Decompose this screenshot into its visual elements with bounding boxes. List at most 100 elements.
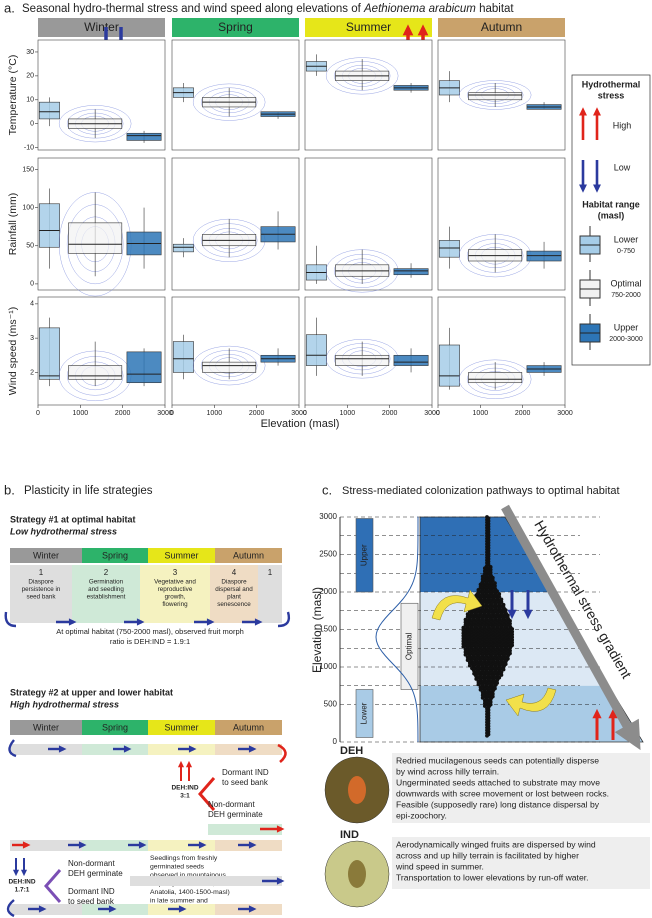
season-strip <box>172 18 299 37</box>
arrow-shaft <box>501 504 640 745</box>
arrow-head <box>58 745 67 753</box>
timeline-bar <box>148 840 215 851</box>
density-contour <box>192 83 266 121</box>
arrow-head <box>523 609 533 620</box>
dormant-label: to seed bank <box>222 778 269 787</box>
y-tick-label: 2000 <box>319 587 337 596</box>
nondormant-label: DEH germinate <box>68 869 123 878</box>
arrow-head <box>608 708 618 719</box>
nondormant-label: DEH germinate <box>208 810 263 819</box>
density-contour <box>325 57 399 95</box>
y-tick-label: 0 <box>30 281 34 288</box>
panel-label: b. <box>4 482 15 497</box>
box <box>468 372 523 384</box>
arrow-head <box>248 905 257 913</box>
stage-text: Germination <box>89 579 124 586</box>
nondormant-label: Non-dormant <box>68 859 115 868</box>
y-tick-label: 0 <box>30 121 34 128</box>
y-tick-label: 0 <box>333 737 338 746</box>
y-axis-label: Temperature (°C) <box>7 55 19 136</box>
seed-dot <box>474 677 479 681</box>
y-tick-label: 10 <box>26 97 34 104</box>
y-tick-label: 4 <box>30 301 34 308</box>
x-tick-label: 2000 <box>515 410 531 417</box>
colonization-arrow <box>505 687 557 717</box>
panel-title: Plasticity in life strategies <box>24 485 153 497</box>
seed-dot <box>467 663 472 668</box>
season-name: Autumn <box>233 550 264 560</box>
y-tick-label: 1500 <box>319 625 337 634</box>
season-name: Winter <box>33 550 59 560</box>
stage-text: senescence <box>217 601 251 608</box>
y-tick-label: 50 <box>26 243 34 250</box>
zone-box <box>355 518 374 593</box>
legend-range: 750-2000 <box>611 292 641 299</box>
x-tick-label: 2000 <box>249 410 265 417</box>
density-contour <box>458 80 532 110</box>
ratio-label: 3:1 <box>180 793 190 800</box>
branch <box>44 869 62 903</box>
seed-dot <box>482 704 487 708</box>
season-name: Spring <box>218 20 253 34</box>
season-cell <box>215 548 282 563</box>
nondormant-label: Non-dormant <box>208 800 255 809</box>
box <box>202 361 257 373</box>
arrow-head <box>177 760 185 768</box>
density-contour <box>458 359 532 399</box>
box <box>38 203 60 248</box>
box <box>38 327 60 380</box>
dormant-label: Dormant IND <box>68 887 115 896</box>
panel-label: a. <box>4 0 15 15</box>
x-tick-label: 1000 <box>473 410 489 417</box>
x-tick-label: 2000 <box>382 410 398 417</box>
seed-dot <box>465 658 470 662</box>
arrow-head <box>614 718 641 751</box>
stage-cell <box>10 565 72 623</box>
legend-title: stress <box>598 90 625 100</box>
y-tick-label: 30 <box>26 49 34 56</box>
season-name: Summer <box>164 722 198 732</box>
morph-text: downwards with scree movement or lost be… <box>396 788 609 798</box>
arrow-head <box>248 745 257 753</box>
arrow-head <box>68 618 77 626</box>
density-contour <box>200 87 258 117</box>
stage-text: establishment <box>87 594 126 601</box>
arrow-head <box>178 905 187 913</box>
stage-text: flowering <box>162 601 188 608</box>
arrow-head <box>248 841 257 849</box>
seed-dot <box>480 696 485 700</box>
stage-text: Diaspore <box>221 579 247 586</box>
y-axis-label: Elevation (masl) <box>310 587 324 673</box>
zone-label: Upper <box>360 544 369 566</box>
arrow-head <box>417 24 429 36</box>
strategy-title: Strategy #2 at upper and lower habitat <box>10 687 173 697</box>
season-strip <box>305 18 432 37</box>
box <box>393 354 429 366</box>
box <box>393 268 429 276</box>
legend-range: 2000-3000 <box>609 336 643 343</box>
season-name: Autumn <box>481 20 522 34</box>
y-tick-label: 2 <box>30 369 34 376</box>
morph-name: IND <box>340 829 359 841</box>
panel-label: c. <box>322 482 332 497</box>
stage-text: Vegetative and <box>154 579 196 586</box>
title-part: habitat <box>476 3 515 15</box>
arrow-head <box>136 618 145 626</box>
text-box <box>392 753 650 823</box>
stage-text: persistence in <box>22 586 61 593</box>
arrow-head <box>579 107 587 116</box>
x-tick-label: 0 <box>36 410 40 417</box>
timeline-bar <box>10 744 82 755</box>
box <box>126 351 162 384</box>
arrow-head <box>123 745 132 753</box>
y-tick-label: 20 <box>26 73 34 80</box>
arrow-head <box>579 184 587 193</box>
morph-text: Aerodynamically winged fruits are disper… <box>396 839 596 849</box>
box <box>38 101 60 120</box>
arrow-head <box>276 825 285 833</box>
seed-dot <box>478 687 483 692</box>
box <box>305 334 327 366</box>
x-tick-label: 3000 <box>557 410 573 417</box>
stage-cell <box>258 565 282 623</box>
x-tick-label: 3000 <box>424 410 440 417</box>
